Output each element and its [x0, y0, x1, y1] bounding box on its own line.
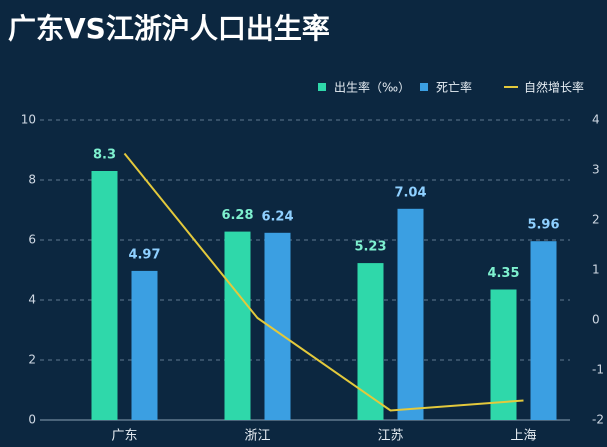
- y2-tick-label: -2: [592, 413, 604, 427]
- value-label: 5.23: [354, 240, 386, 255]
- value-label: 4.35: [487, 266, 519, 281]
- y2-tick-label: -1: [592, 363, 604, 377]
- y-tick-label: 4: [28, 293, 36, 307]
- y-tick-label: 6: [28, 233, 36, 247]
- bar: [490, 289, 517, 420]
- bar: [131, 270, 158, 420]
- value-label: 6.24: [261, 209, 293, 224]
- y-tick-label: 8: [28, 173, 36, 187]
- x-tick-label: 上海: [510, 429, 536, 444]
- y-tick-label: 2: [28, 353, 36, 367]
- y2-tick-label: 1: [592, 263, 600, 277]
- value-label: 8.3: [93, 148, 116, 163]
- bar: [357, 263, 384, 420]
- y2-tick-label: 0: [592, 313, 600, 327]
- bar: [224, 231, 251, 420]
- y-tick-label: 10: [21, 113, 36, 127]
- y2-tick-label: 2: [592, 213, 600, 227]
- y2-tick-label: 4: [592, 113, 600, 127]
- legend-swatch: [318, 83, 326, 91]
- bar: [91, 171, 118, 420]
- legend-label: 出生率（‰）: [334, 80, 410, 95]
- bar: [530, 241, 557, 420]
- chart-title: 广东VS江浙沪人口出生率: [8, 12, 330, 45]
- x-tick-label: 江苏: [377, 428, 403, 444]
- value-label: 6.28: [221, 208, 253, 223]
- bar: [397, 208, 424, 420]
- line: [123, 152, 524, 412]
- y-tick-label: 0: [28, 413, 36, 427]
- legend-label: 自然增长率: [524, 80, 584, 95]
- x-tick-label: 浙江: [244, 429, 270, 444]
- legend-label: 死亡率: [436, 80, 472, 95]
- value-label: 5.96: [527, 218, 559, 233]
- x-tick-label: 广东: [111, 429, 137, 444]
- value-label: 4.97: [128, 247, 160, 262]
- value-label: 7.04: [394, 185, 426, 200]
- legend-swatch: [420, 83, 428, 91]
- y2-tick-label: 3: [592, 163, 600, 177]
